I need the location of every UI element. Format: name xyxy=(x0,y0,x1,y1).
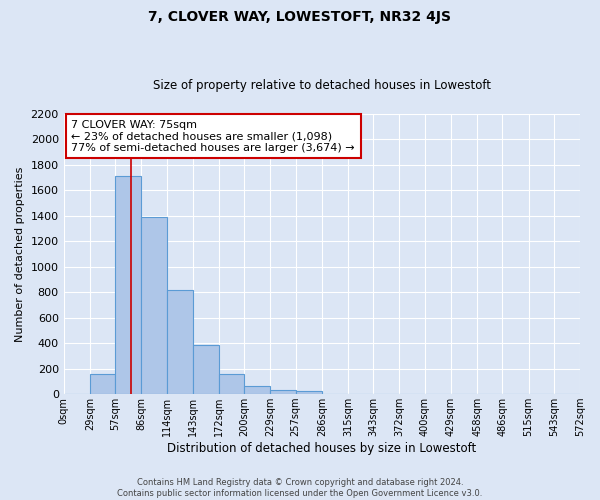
Bar xyxy=(115,176,141,394)
Bar xyxy=(296,391,322,394)
Bar xyxy=(167,290,193,394)
Bar xyxy=(271,390,296,394)
Y-axis label: Number of detached properties: Number of detached properties xyxy=(15,166,25,342)
Bar xyxy=(141,217,167,394)
Bar xyxy=(244,386,271,394)
Text: Contains HM Land Registry data © Crown copyright and database right 2024.
Contai: Contains HM Land Registry data © Crown c… xyxy=(118,478,482,498)
X-axis label: Distribution of detached houses by size in Lowestoft: Distribution of detached houses by size … xyxy=(167,442,476,455)
Text: 7 CLOVER WAY: 75sqm
← 23% of detached houses are smaller (1,098)
77% of semi-det: 7 CLOVER WAY: 75sqm ← 23% of detached ho… xyxy=(71,120,355,153)
Bar xyxy=(219,374,244,394)
Bar xyxy=(90,374,115,394)
Text: 7, CLOVER WAY, LOWESTOFT, NR32 4JS: 7, CLOVER WAY, LOWESTOFT, NR32 4JS xyxy=(149,10,452,24)
Bar xyxy=(193,345,219,394)
Title: Size of property relative to detached houses in Lowestoft: Size of property relative to detached ho… xyxy=(153,79,491,92)
